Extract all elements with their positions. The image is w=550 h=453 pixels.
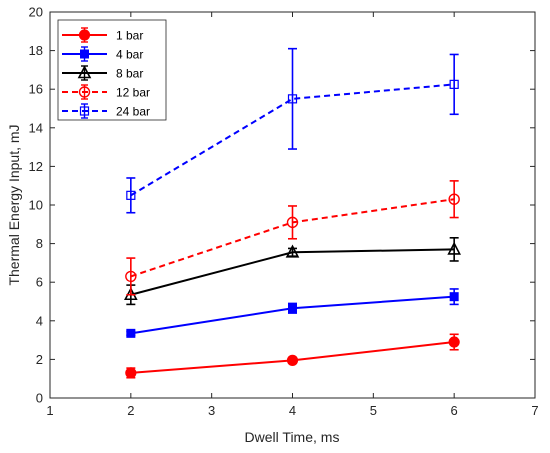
x-axis-label: Dwell Time, ms — [245, 429, 340, 445]
legend-marker — [80, 49, 89, 59]
error-bar — [449, 53, 459, 116]
data-point — [126, 190, 136, 200]
y-tick-label: 0 — [36, 391, 43, 406]
y-tick-label: 2 — [36, 352, 43, 367]
x-tick-label: 2 — [127, 403, 134, 418]
legend-marker — [77, 65, 92, 79]
legend-label: 4 bar — [116, 48, 143, 62]
series-4-bar — [126, 288, 459, 338]
series-layer — [124, 47, 461, 379]
data-point — [126, 328, 136, 338]
y-tick-label: 10 — [29, 198, 43, 213]
series-1-bar — [125, 333, 460, 379]
legend-items: 1 bar 4 bar 8 bar 12 bar 24 bar — [62, 27, 150, 119]
legend-label: 1 bar — [116, 29, 143, 43]
y-tick-label: 20 — [29, 5, 43, 20]
legend-marker — [79, 106, 90, 116]
error-bar — [449, 180, 459, 219]
data-point — [286, 354, 299, 366]
error-bar — [126, 177, 136, 214]
x-tick-label: 6 — [451, 403, 458, 418]
y-tick-label: 4 — [36, 313, 43, 328]
error-bar — [288, 47, 297, 150]
data-point — [125, 270, 137, 283]
legend-label: 24 bar — [116, 105, 150, 119]
legend-label: 12 bar — [116, 86, 150, 100]
y-axis-label: Thermal Energy Input, mJ — [6, 124, 22, 285]
error-bar — [126, 257, 136, 296]
legend-marker — [78, 86, 91, 98]
y-tick-label: 18 — [29, 43, 43, 58]
data-point — [449, 79, 459, 89]
data-point — [287, 94, 298, 104]
data-point — [285, 244, 300, 258]
data-point — [125, 367, 137, 379]
data-point — [448, 336, 460, 348]
legend-item: 24 bar — [62, 103, 150, 119]
x-tick-label: 5 — [370, 403, 377, 418]
data-point — [286, 216, 299, 229]
x-tick-label: 7 — [531, 403, 538, 418]
error-bar — [288, 205, 297, 240]
x-tick-label: 3 — [208, 403, 215, 418]
series-line — [130, 83, 455, 197]
data-point — [448, 193, 460, 205]
data-point — [449, 292, 459, 302]
legend-item: 12 bar — [62, 84, 150, 100]
legend-item: 4 bar — [62, 46, 143, 62]
y-tick-label: 6 — [36, 275, 43, 290]
x-tick-label: 1 — [46, 403, 53, 418]
y-tick-label: 14 — [29, 120, 43, 135]
legend: 1 bar 4 bar 8 bar 12 bar 24 bar — [57, 19, 167, 121]
series-24-bar — [126, 47, 459, 214]
legend-marker — [78, 29, 91, 41]
legend-item: 1 bar — [62, 27, 143, 43]
x-tick-label: 4 — [289, 403, 296, 418]
y-tick-label: 12 — [29, 159, 43, 174]
data-point — [447, 241, 461, 255]
legend-box — [57, 19, 167, 121]
y-tick-label: 8 — [36, 236, 43, 251]
y-tick-label: 16 — [29, 82, 43, 97]
legend-item: 8 bar — [62, 65, 143, 81]
series-12-bar — [125, 180, 460, 296]
legend-label: 8 bar — [116, 67, 143, 81]
data-point — [288, 303, 297, 313]
